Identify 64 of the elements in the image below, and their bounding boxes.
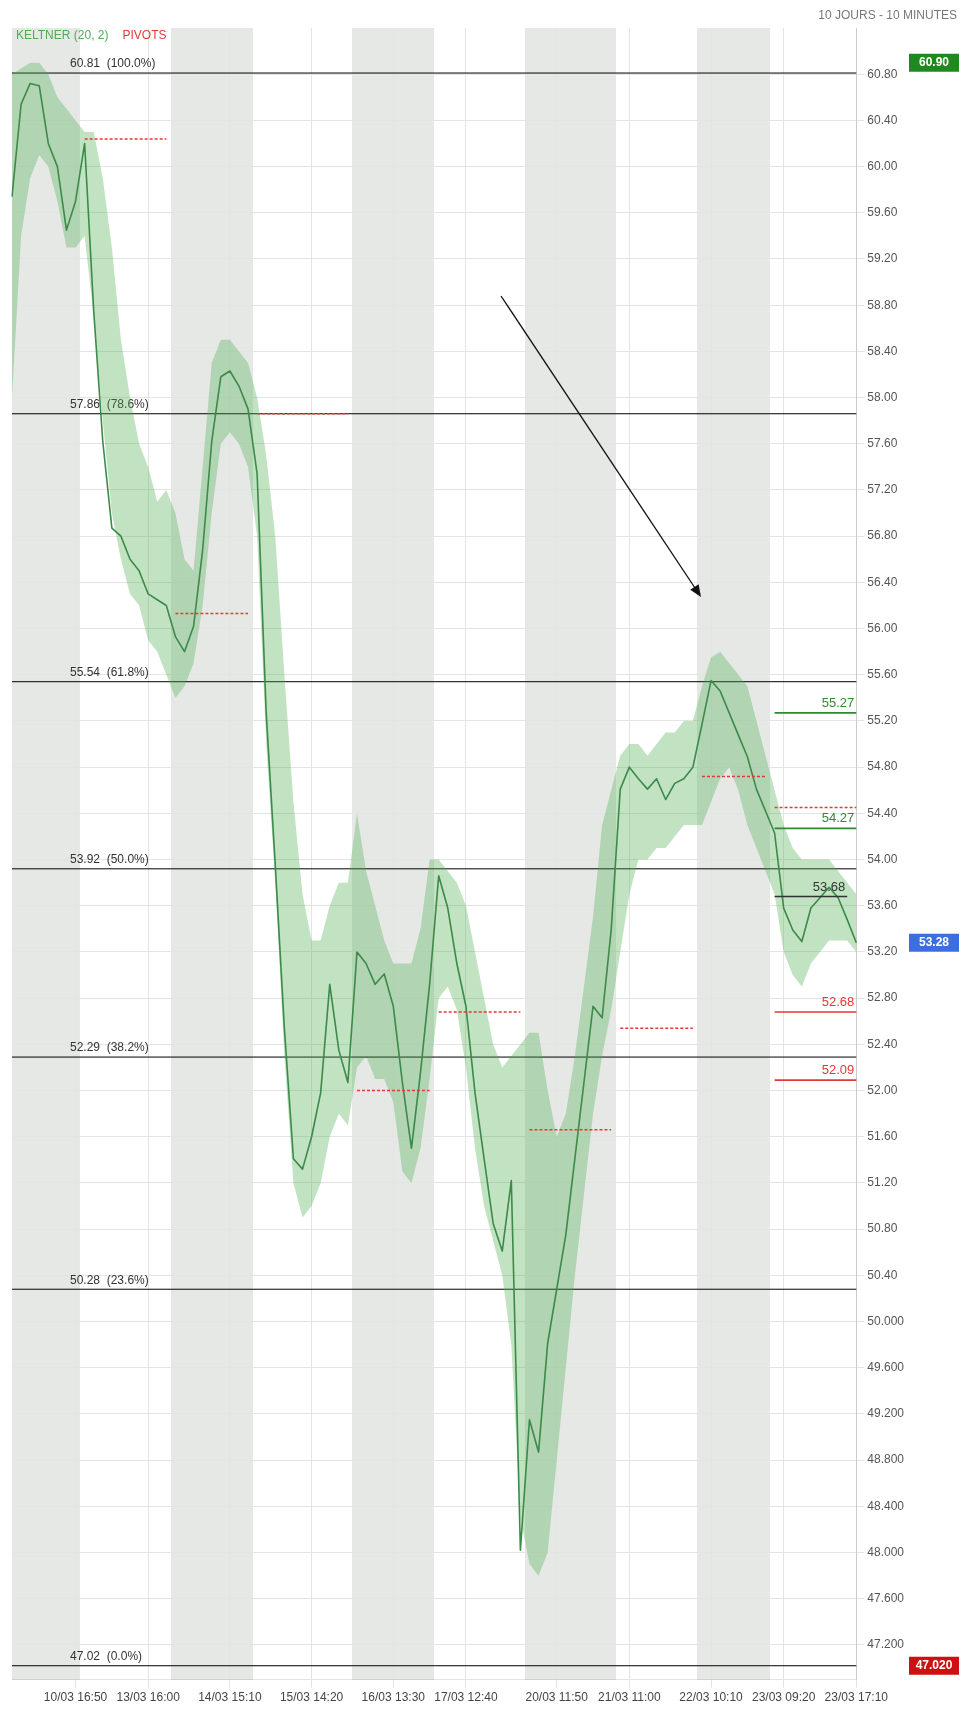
y-tick-label: 52.80 bbox=[867, 990, 898, 1005]
ref-line-label: 53.92 (50.0%) bbox=[70, 852, 149, 867]
x-tick-label: 14/03 15:10 bbox=[198, 1690, 262, 1705]
y-tick-label: 54.40 bbox=[867, 805, 898, 820]
y-tick-label: 48.000 bbox=[867, 1544, 905, 1559]
y-tick-label: 55.60 bbox=[867, 667, 898, 682]
y-tick-label: 52.00 bbox=[867, 1082, 898, 1097]
x-tick-label: 17/03 12:40 bbox=[434, 1690, 498, 1705]
y-tick-label: 56.00 bbox=[867, 620, 898, 635]
y-tick-label: 56.80 bbox=[867, 528, 898, 543]
y-tick-label: 50.80 bbox=[867, 1221, 898, 1236]
data-label: 53.68 bbox=[812, 878, 846, 894]
y-tick-label: 51.60 bbox=[867, 1129, 898, 1144]
y-tick-label: 56.40 bbox=[867, 574, 898, 589]
y-tick-label: 58.00 bbox=[867, 389, 898, 404]
data-label: 52.68 bbox=[821, 994, 855, 1010]
y-tick-label: 60.40 bbox=[867, 112, 898, 127]
ref-line-label: 50.28 (23.6%) bbox=[70, 1272, 149, 1287]
y-tick-label: 50.40 bbox=[867, 1267, 898, 1282]
data-label: 55.27 bbox=[821, 694, 855, 710]
ref-line-label: 52.29 (38.2%) bbox=[70, 1040, 149, 1055]
y-tick-label: 59.20 bbox=[867, 251, 898, 266]
y-tick-label: 58.40 bbox=[867, 343, 898, 358]
x-tick-label: 22/03 10:10 bbox=[679, 1690, 744, 1705]
y-tick-label: 52.40 bbox=[867, 1036, 898, 1051]
y-tick-label: 55.20 bbox=[867, 713, 898, 728]
y-tick-label: 51.20 bbox=[867, 1175, 898, 1190]
y-tick-label: 58.80 bbox=[867, 297, 898, 312]
x-tick-label: 16/03 13:30 bbox=[361, 1690, 426, 1705]
y-tick-label: 49.600 bbox=[867, 1360, 905, 1375]
y-tick-label: 47.200 bbox=[867, 1637, 905, 1652]
y-tick-label: 54.00 bbox=[867, 851, 898, 866]
y-tick-label: 49.200 bbox=[867, 1406, 905, 1421]
x-tick-label: 13/03 16:00 bbox=[116, 1690, 181, 1705]
text: 10 JOURS - 10 MINUTES bbox=[818, 8, 957, 23]
x-tick-label: 21/03 11:00 bbox=[598, 1690, 661, 1705]
y-tick-label: 60.80 bbox=[867, 66, 898, 81]
y-tick-label: 57.20 bbox=[867, 482, 898, 497]
x-tick-label: 23/03 17:10 bbox=[824, 1690, 889, 1705]
data-label: 54.27 bbox=[821, 810, 855, 826]
y-tick-label: 53.20 bbox=[867, 944, 898, 959]
y-tick-label: 59.60 bbox=[867, 205, 898, 220]
x-tick-label: 20/03 11:50 bbox=[525, 1690, 589, 1705]
text: 53.28 bbox=[918, 935, 950, 950]
y-tick-label: 50.000 bbox=[867, 1313, 905, 1328]
text: 60.90 bbox=[918, 54, 950, 69]
x-tick-label: 15/03 14:20 bbox=[279, 1690, 344, 1705]
ref-line-label: 47.02 (0.0%) bbox=[70, 1649, 143, 1664]
text: PIVOTS bbox=[122, 28, 167, 43]
legend-label: KELTNER (20, 2) bbox=[16, 28, 109, 43]
y-tick-label: 48.800 bbox=[867, 1452, 905, 1467]
x-tick-label: 10/03 16:50 bbox=[43, 1690, 108, 1705]
ref-line-label: 60.81 (100.0%) bbox=[70, 56, 156, 71]
text: 47.020 bbox=[915, 1658, 953, 1673]
data-label: 52.09 bbox=[821, 1062, 855, 1078]
y-tick-label: 47.600 bbox=[867, 1591, 905, 1606]
ref-line-label: 55.54 (61.8%) bbox=[70, 665, 149, 680]
y-tick-label: 48.400 bbox=[867, 1498, 905, 1513]
y-tick-label: 57.60 bbox=[867, 436, 898, 451]
x-tick-label: 23/03 09:20 bbox=[751, 1690, 816, 1705]
ref-line-label: 57.86 (78.6%) bbox=[70, 397, 149, 412]
y-tick-label: 53.60 bbox=[867, 898, 898, 913]
y-tick-label: 54.80 bbox=[867, 759, 898, 774]
y-tick-label: 60.00 bbox=[867, 158, 898, 173]
